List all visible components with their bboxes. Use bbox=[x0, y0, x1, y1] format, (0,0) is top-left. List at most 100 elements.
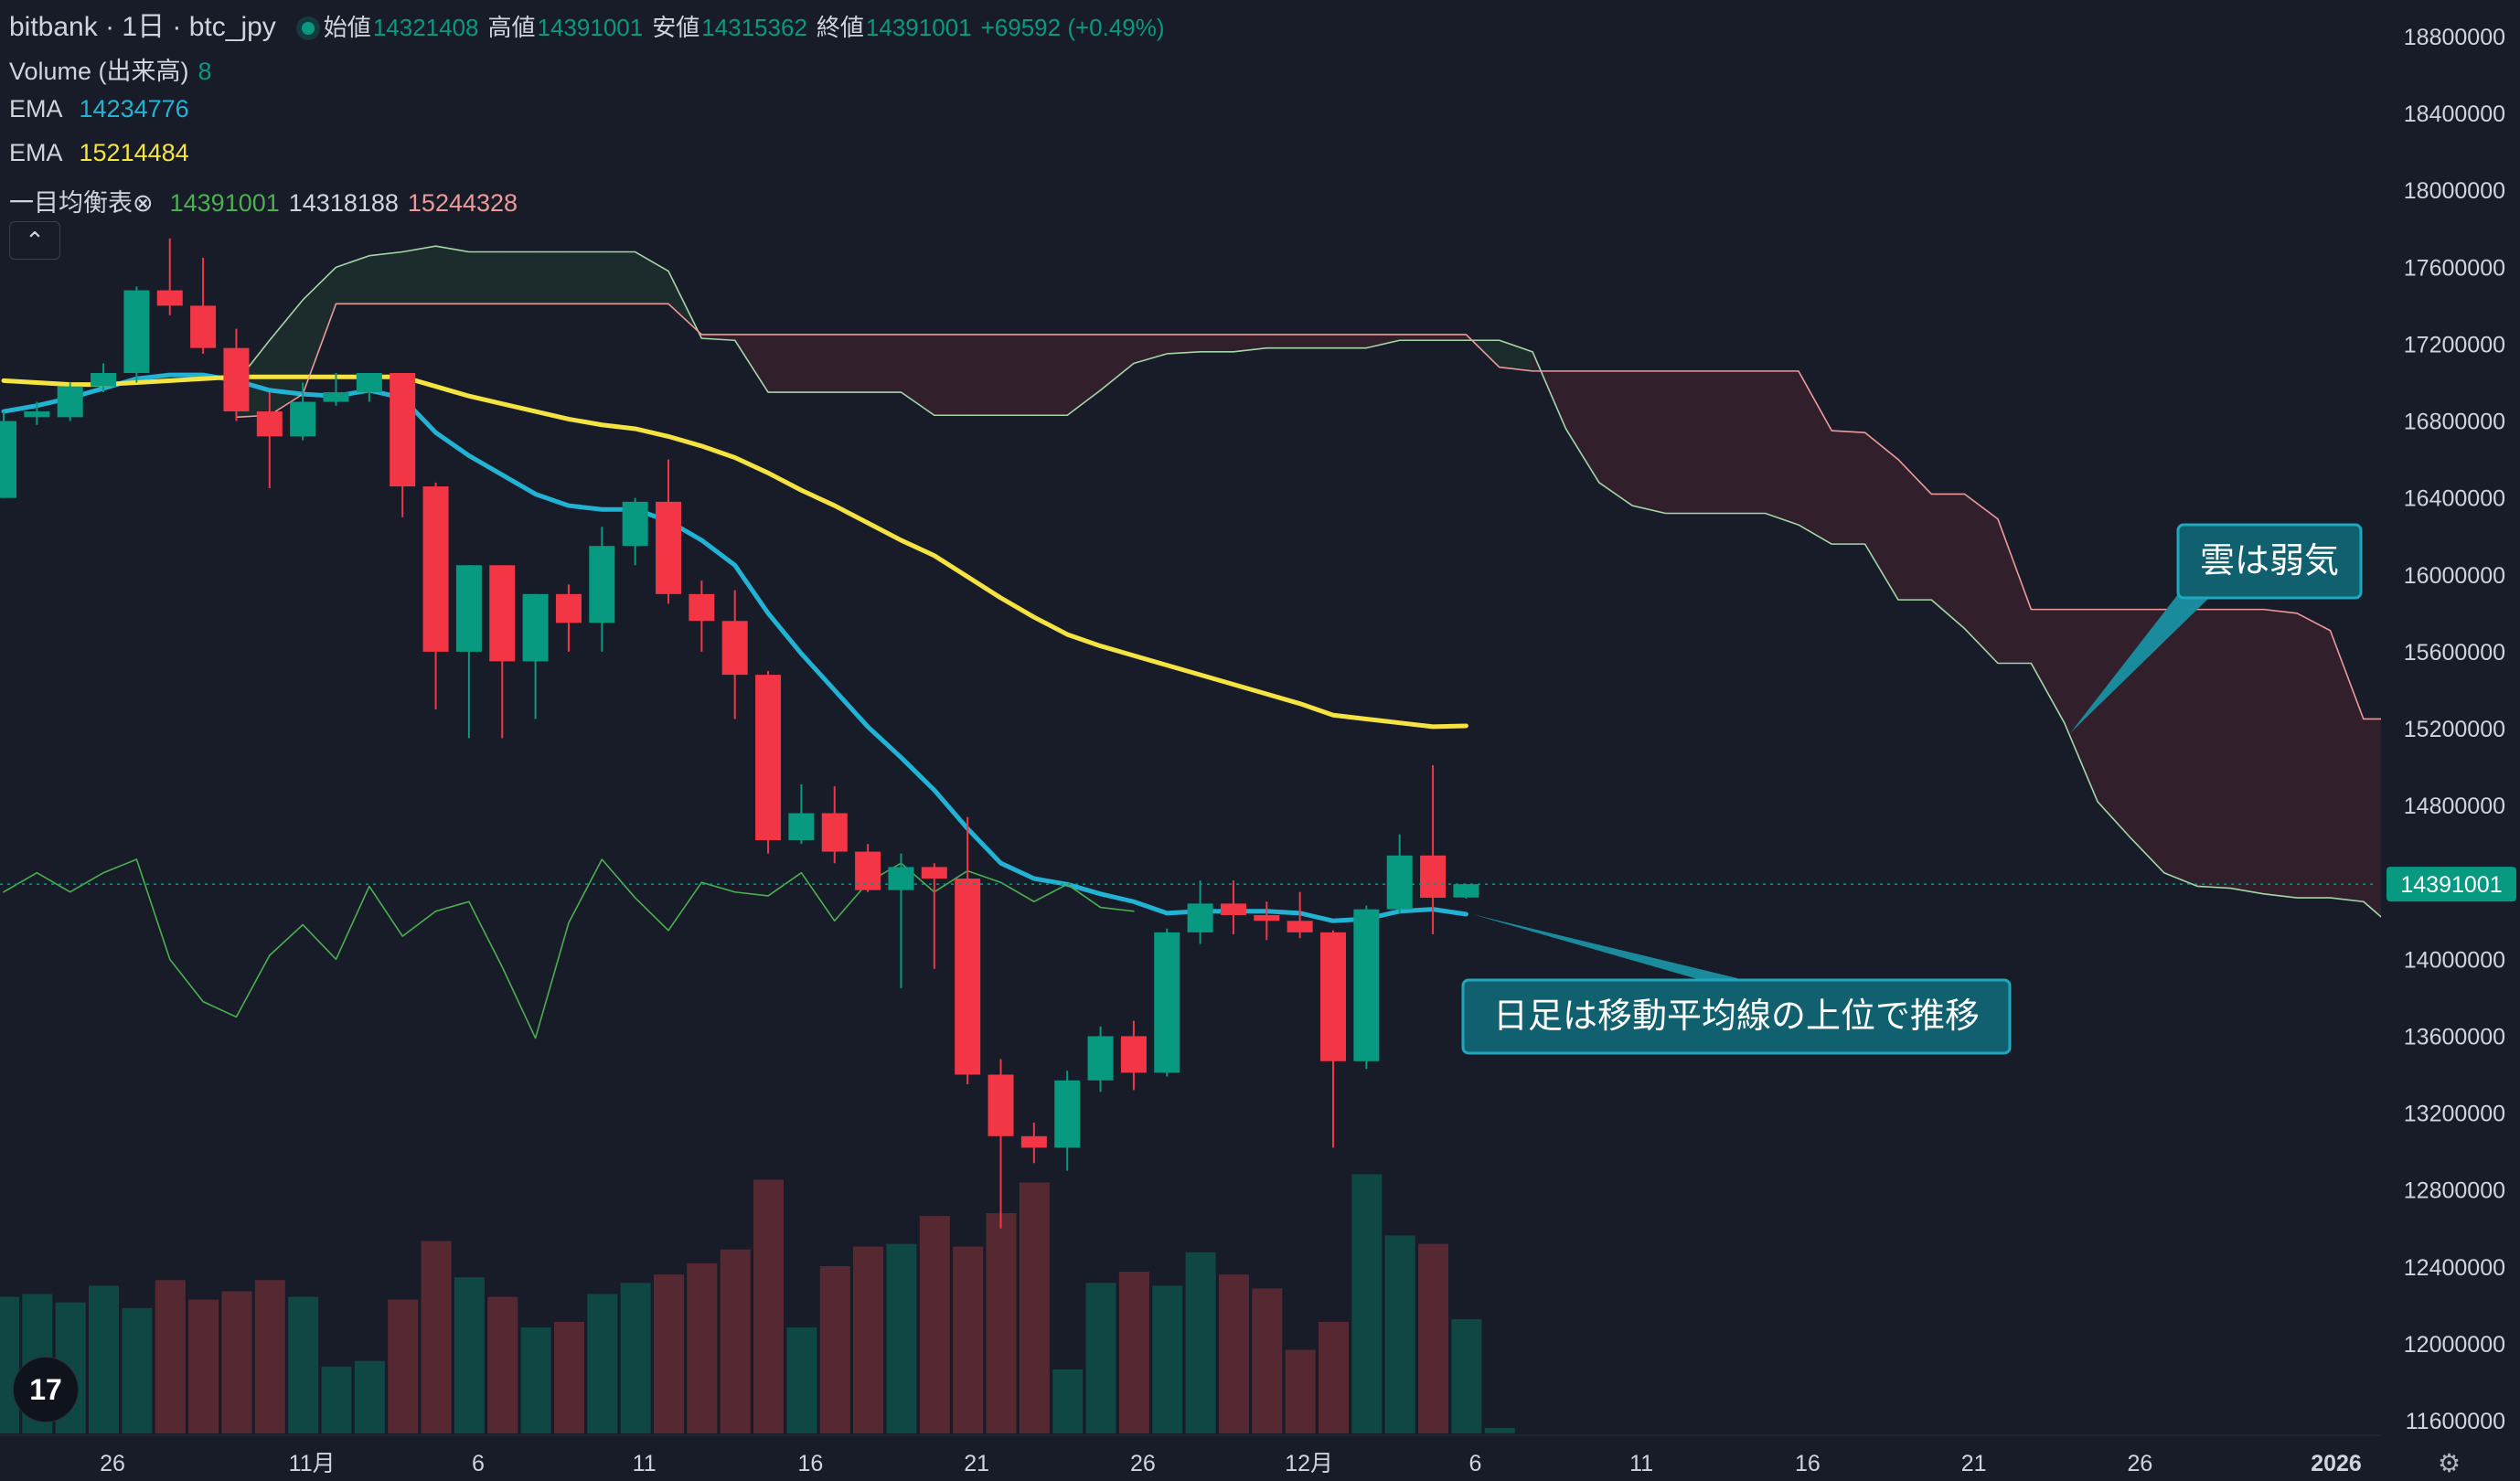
candle-body bbox=[390, 372, 416, 487]
volume-bar bbox=[919, 1216, 950, 1433]
tradingview-logo-icon[interactable]: 17 bbox=[13, 1357, 79, 1422]
volume-bar bbox=[454, 1277, 485, 1433]
cloud-segment bbox=[901, 334, 934, 416]
cloud-segment bbox=[502, 251, 536, 304]
price-tick-label: 18400000 bbox=[2404, 101, 2505, 127]
time-tick-label: 26 bbox=[1130, 1451, 1156, 1476]
volume-bar bbox=[1418, 1243, 1449, 1433]
cloud-segment bbox=[1964, 494, 1998, 664]
cloud-segment bbox=[801, 334, 835, 393]
time-tick-label: 16 bbox=[797, 1451, 823, 1476]
volume-bar bbox=[654, 1274, 684, 1433]
candle-body bbox=[0, 421, 16, 498]
volume-bar bbox=[1484, 1427, 1515, 1433]
price-axis-background bbox=[2381, 0, 2520, 1481]
ema-fast-label: EMA bbox=[9, 95, 63, 123]
chevron-up-icon: ⌃ bbox=[25, 226, 45, 254]
time-tick-label: 16 bbox=[1795, 1451, 1821, 1476]
volume-bar bbox=[520, 1327, 551, 1433]
cloud-segment bbox=[2330, 630, 2364, 902]
ema-fast-legend[interactable]: EMA 14234776 bbox=[9, 95, 198, 123]
candle-body bbox=[788, 813, 815, 840]
candle-body bbox=[489, 565, 516, 662]
cloud-segment bbox=[2297, 613, 2331, 899]
high-value: 14391001 bbox=[537, 14, 644, 41]
candle-body bbox=[955, 879, 981, 1075]
cloud-segment bbox=[602, 251, 635, 304]
time-tick-label: 6 bbox=[1468, 1451, 1481, 1476]
candle-body bbox=[656, 501, 681, 594]
cloud-segment bbox=[303, 267, 336, 395]
price-axis: 18800000 18400000 18000000 17600000 17200000… bbox=[2381, 0, 2520, 1481]
volume-bar bbox=[155, 1280, 186, 1433]
time-tick-label: 21 bbox=[1961, 1451, 1987, 1476]
header-legend: bitbank · 1日 · btc_jpy 始値14321408 高値143910… bbox=[9, 4, 1174, 44]
cloud-segment bbox=[2230, 609, 2264, 894]
price-tick-label: 15200000 bbox=[2404, 717, 2505, 742]
cloud-segment bbox=[1333, 334, 1367, 348]
candle-body bbox=[223, 347, 250, 412]
volume-bar bbox=[720, 1249, 751, 1433]
candle-body bbox=[123, 290, 150, 373]
cloud-segment bbox=[2031, 609, 2065, 723]
candle-body bbox=[988, 1074, 1014, 1136]
cloud-segment bbox=[1998, 518, 2032, 664]
cloud-segment bbox=[768, 334, 802, 393]
chikou-span-line bbox=[3, 858, 1135, 1039]
volume-bar bbox=[553, 1322, 584, 1433]
candle-body bbox=[1220, 903, 1246, 915]
volume-legend[interactable]: Volume (出来高) 8 bbox=[9, 51, 221, 87]
ichimoku-legend[interactable]: 一目均衡表⊗ 14391001 14318188 15244328 bbox=[9, 183, 527, 218]
collapse-legend-button[interactable]: ⌃ bbox=[9, 221, 60, 260]
time-tick-label: 12月 bbox=[1285, 1451, 1333, 1476]
candle-body bbox=[422, 486, 449, 652]
candle-body bbox=[1020, 1135, 1047, 1148]
cloud-segment bbox=[368, 251, 403, 304]
cloud-segment bbox=[535, 251, 569, 304]
cloud-segment bbox=[1167, 334, 1201, 354]
candle-body bbox=[455, 565, 482, 652]
callout-box bbox=[2176, 523, 2363, 600]
candle-body bbox=[921, 867, 947, 879]
gear-icon[interactable]: ⚙ bbox=[2438, 1449, 2461, 1477]
volume-bar bbox=[0, 1296, 19, 1433]
volume-bar bbox=[1351, 1174, 1383, 1433]
symbol-title[interactable]: bitbank · 1日 · btc_jpy bbox=[9, 12, 276, 42]
ema-slow-legend[interactable]: EMA 15214484 bbox=[9, 139, 198, 167]
candle-body bbox=[522, 593, 549, 662]
cloud-segment bbox=[1931, 494, 1965, 629]
cloud-segment bbox=[1366, 334, 1400, 348]
cloud-segment bbox=[1897, 459, 1932, 601]
candle-body bbox=[356, 372, 382, 393]
candle-body bbox=[1254, 914, 1280, 922]
volume-bar bbox=[786, 1327, 817, 1433]
volume-label: Volume (出来高) bbox=[9, 58, 189, 85]
price-tick-label: 13600000 bbox=[2404, 1024, 2505, 1049]
price-tick-label: 17600000 bbox=[2404, 255, 2505, 281]
cloud-segment bbox=[934, 334, 968, 416]
callout-pointer bbox=[2070, 578, 2211, 733]
low-label: 安値 bbox=[652, 14, 700, 41]
volume-bars bbox=[0, 1174, 1515, 1433]
ichimoku-cloud bbox=[236, 246, 2520, 931]
volume-bar bbox=[221, 1291, 252, 1433]
price-tick-label: 16000000 bbox=[2404, 563, 2505, 589]
candle-body bbox=[1386, 855, 1413, 910]
price-tick-label: 12000000 bbox=[2404, 1332, 2505, 1358]
price-tick-label: 18800000 bbox=[2404, 25, 2505, 50]
price-tick-label: 16400000 bbox=[2404, 486, 2505, 512]
candle-body bbox=[855, 851, 881, 890]
volume-bar bbox=[487, 1296, 518, 1433]
candle-body bbox=[821, 813, 848, 852]
candle-body bbox=[888, 867, 914, 890]
ichimoku-value-3: 15244328 bbox=[407, 189, 518, 217]
candle-body bbox=[91, 372, 117, 387]
candle-body bbox=[256, 411, 283, 437]
callout-box bbox=[1461, 978, 2012, 1055]
time-tick-label: 11月 bbox=[289, 1451, 336, 1476]
price-tick-label: 12400000 bbox=[2404, 1255, 2505, 1281]
ichimoku-value-1: 14391001 bbox=[169, 189, 280, 217]
candle-body bbox=[24, 411, 50, 418]
cloud-segment bbox=[2130, 609, 2164, 873]
